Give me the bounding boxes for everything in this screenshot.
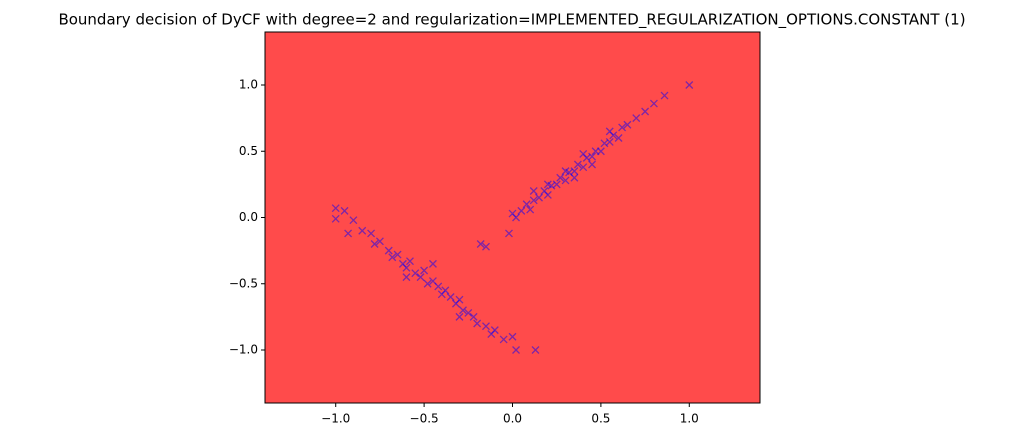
point — [340, 206, 349, 215]
point — [508, 209, 517, 218]
point — [570, 173, 579, 182]
point — [482, 242, 490, 251]
y-tick-label: 0.5 — [239, 144, 258, 158]
x-tick-label: −0.5 — [410, 412, 439, 426]
y-tick-label: −1.0 — [229, 343, 258, 357]
point — [660, 91, 669, 100]
point — [512, 346, 520, 354]
point — [388, 253, 397, 262]
plot-background — [265, 32, 760, 403]
x-tick-label: 0.5 — [591, 412, 610, 426]
point — [596, 147, 605, 156]
point — [529, 187, 538, 195]
point — [543, 191, 552, 199]
point — [632, 114, 641, 123]
point — [605, 138, 614, 146]
point — [476, 240, 485, 248]
point — [556, 173, 565, 182]
point — [331, 204, 340, 213]
point — [573, 160, 582, 169]
point — [531, 346, 540, 354]
point — [614, 134, 623, 142]
point — [367, 229, 376, 238]
point — [618, 123, 627, 132]
point — [482, 322, 490, 331]
point — [526, 205, 535, 214]
point — [570, 167, 579, 176]
point — [561, 176, 570, 185]
y-tick-label: 1.0 — [239, 78, 258, 92]
point — [522, 200, 531, 209]
point — [535, 193, 543, 202]
point — [505, 229, 513, 238]
x-tick-label: 1.0 — [680, 412, 699, 426]
x-tick-label: −1.0 — [321, 412, 350, 426]
point — [393, 250, 402, 259]
point — [420, 266, 429, 275]
point — [490, 326, 499, 335]
point — [455, 295, 464, 304]
point — [455, 312, 464, 321]
point — [406, 257, 414, 266]
point — [459, 306, 467, 315]
point — [434, 282, 443, 291]
y-tick-label: 0.0 — [239, 210, 258, 224]
point — [508, 332, 517, 341]
point — [402, 263, 411, 272]
point — [649, 99, 658, 108]
point — [473, 319, 482, 328]
point — [416, 273, 425, 282]
point — [423, 279, 432, 288]
point — [543, 180, 552, 189]
point — [411, 269, 420, 278]
point — [464, 308, 473, 317]
point — [588, 152, 597, 161]
point — [349, 216, 358, 225]
point — [529, 196, 538, 205]
point — [641, 107, 650, 116]
chart-title: Boundary decision of DyCF with degree=2 … — [58, 11, 965, 30]
point — [561, 167, 570, 176]
point — [384, 246, 393, 255]
point — [588, 160, 597, 169]
point — [579, 163, 588, 172]
plot-frame — [264, 31, 761, 404]
y-tick-label: −0.5 — [229, 276, 258, 290]
point — [402, 273, 411, 282]
point — [469, 312, 478, 321]
point — [579, 149, 588, 158]
point — [375, 237, 384, 246]
point — [685, 81, 694, 89]
point — [370, 240, 379, 248]
point — [552, 180, 561, 189]
point — [623, 120, 632, 129]
point — [446, 293, 455, 301]
point — [428, 259, 437, 268]
point — [517, 206, 526, 215]
point — [605, 127, 614, 136]
point — [441, 286, 450, 295]
point — [331, 214, 340, 223]
x-tick-label: 0.0 — [503, 412, 522, 426]
point — [344, 229, 353, 238]
point — [499, 335, 508, 344]
point — [358, 226, 367, 235]
